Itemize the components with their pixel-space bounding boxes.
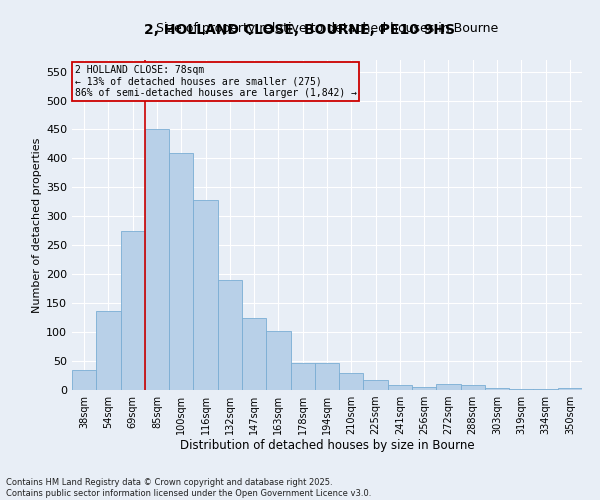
Title: Size of property relative to detached houses in Bourne: Size of property relative to detached ho… <box>156 22 498 35</box>
Bar <box>436 384 461 390</box>
Bar <box>121 231 145 390</box>
Bar <box>218 280 242 390</box>
Bar <box>266 331 290 390</box>
Bar <box>558 388 582 390</box>
Text: 2 HOLLAND CLOSE: 78sqm
← 13% of detached houses are smaller (275)
86% of semi-de: 2 HOLLAND CLOSE: 78sqm ← 13% of detached… <box>74 65 356 98</box>
Text: 2, HOLLAND CLOSE, BOURNE, PE10 9HS: 2, HOLLAND CLOSE, BOURNE, PE10 9HS <box>145 22 455 36</box>
Text: Contains HM Land Registry data © Crown copyright and database right 2025.
Contai: Contains HM Land Registry data © Crown c… <box>6 478 371 498</box>
Bar <box>364 380 388 390</box>
Bar <box>96 310 121 390</box>
Bar <box>315 364 339 390</box>
Bar <box>461 386 485 390</box>
Bar <box>339 372 364 390</box>
Y-axis label: Number of detached properties: Number of detached properties <box>32 138 42 312</box>
Bar <box>169 152 193 390</box>
X-axis label: Distribution of detached houses by size in Bourne: Distribution of detached houses by size … <box>179 438 475 452</box>
Bar <box>485 388 509 390</box>
Bar <box>412 386 436 390</box>
Bar <box>509 389 533 390</box>
Bar <box>193 200 218 390</box>
Bar <box>242 318 266 390</box>
Bar <box>145 130 169 390</box>
Bar <box>290 364 315 390</box>
Bar <box>72 370 96 390</box>
Bar <box>388 386 412 390</box>
